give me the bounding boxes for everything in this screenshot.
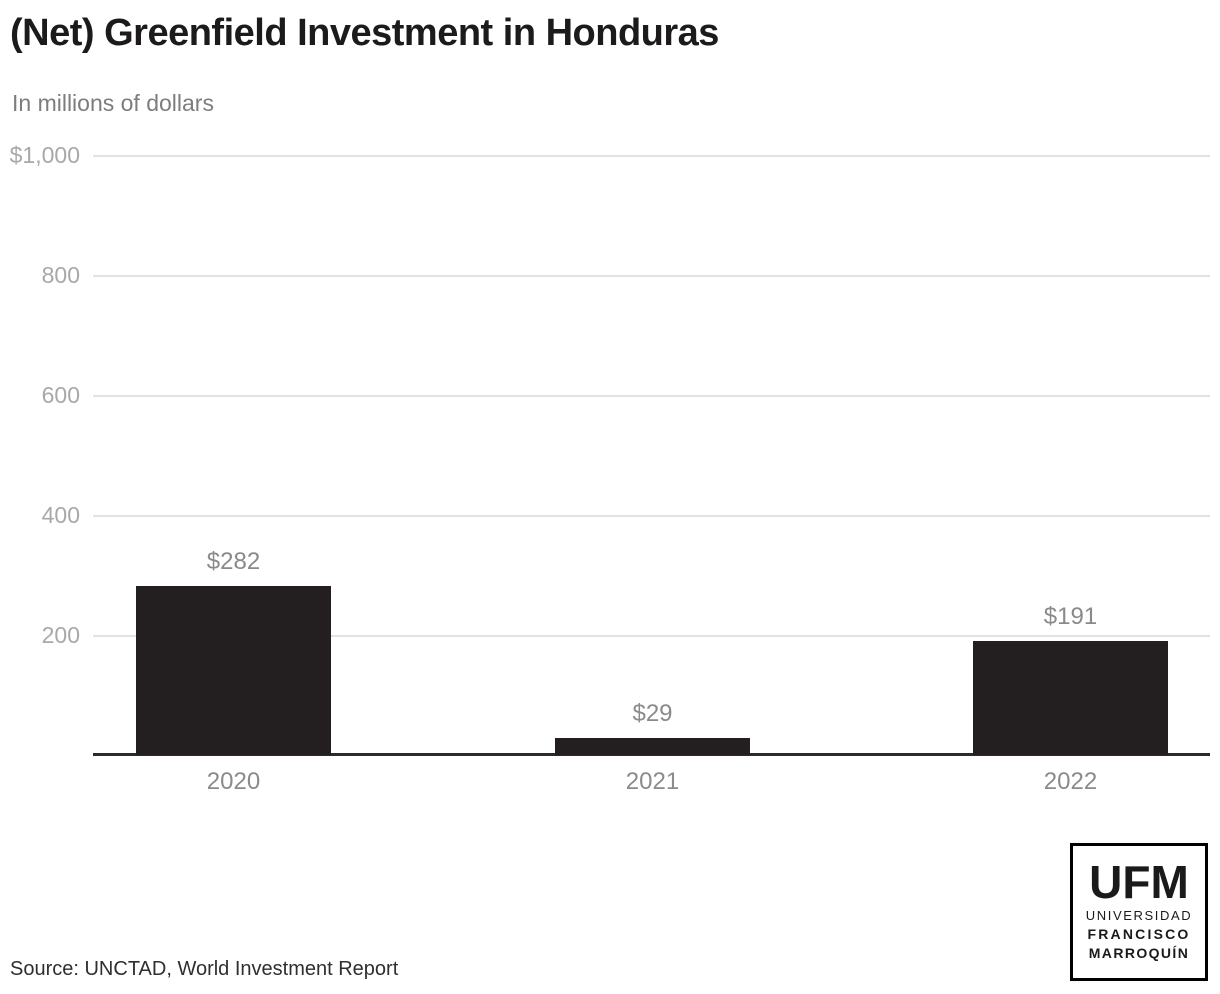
value-label-2021: $29	[632, 700, 673, 728]
bar-2020	[136, 586, 331, 756]
x-tick-label-2021: 2021	[625, 768, 680, 795]
gridline-800	[93, 274, 1210, 277]
y-tick-label-600: 600	[41, 381, 80, 408]
bar-2022	[973, 640, 1168, 756]
logo-marroquin: MARROQUÍN	[1088, 944, 1190, 961]
ufm-logo: UFM UNIVERSIDAD FRANCISCO MARROQUÍN	[1070, 843, 1208, 981]
logo-universidad: UNIVERSIDAD	[1085, 907, 1193, 923]
gridline-1000	[93, 154, 1210, 157]
chart-title: (Net) Greenfield Investment in Honduras	[10, 12, 719, 54]
bar-2021	[555, 738, 750, 756]
y-tick-label-400: 400	[41, 501, 80, 528]
gridline-200	[93, 634, 1210, 637]
source-note: Source: UNCTAD, World Investment Report	[10, 958, 399, 980]
y-tick-label-800: 800	[41, 261, 80, 288]
y-tick-label-200: 200	[41, 621, 80, 648]
value-label-2020: $282	[206, 548, 261, 576]
logo-acronym: UFM	[1089, 856, 1189, 909]
x-tick-label-2020: 2020	[206, 768, 261, 795]
gridline-400	[93, 514, 1210, 517]
value-label-2022: $191	[1043, 602, 1098, 630]
chart-subtitle: In millions of dollars	[12, 90, 214, 116]
x-tick-label-2022: 2022	[1043, 768, 1098, 795]
logo-francisco: FRANCISCO	[1087, 925, 1191, 942]
gridline-600	[93, 394, 1210, 397]
y-tick-label-1000: $1,000	[9, 141, 80, 168]
